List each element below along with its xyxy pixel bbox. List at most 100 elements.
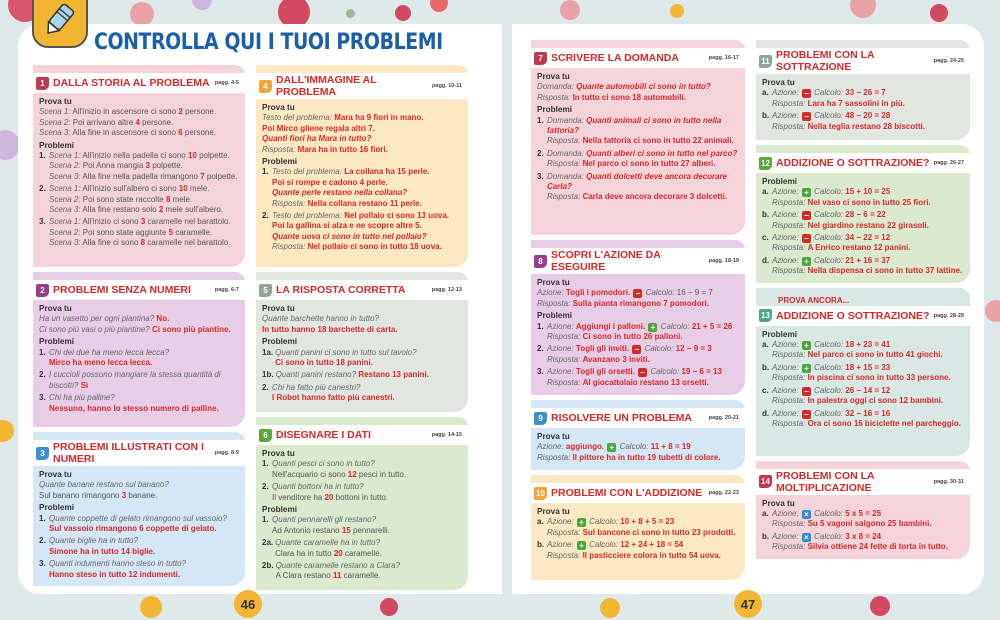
text-segment: Azione:: [772, 111, 801, 121]
minus-icon: −: [801, 89, 811, 99]
answer-line: Ci sono in tutto 18 panini.: [275, 358, 462, 368]
item-label: 2.: [262, 211, 269, 221]
answer-item: 3. Scena 1: All'inizio ci sono 3 caramell…: [39, 217, 239, 248]
item-content: Quante biglie ha in tutto? Simone ha in t…: [49, 536, 239, 557]
answer-line: Scena 1: All'inizio ci sono 3 caramelle …: [49, 217, 239, 227]
answer-line: Ci sono più vasi o più piantine? Ci sono…: [39, 325, 239, 335]
item-content: Scena 1: All'inizio ci sono 3 caramelle …: [49, 217, 239, 248]
block-heading: Prova tu: [762, 498, 795, 508]
text-segment: Calcolo:: [643, 288, 677, 298]
text-segment: Domanda:: [547, 115, 587, 125]
section-title: PROBLEMI ILLUSTRATI CON I NUMERI: [53, 441, 204, 465]
item-content: Chi ha fatto più canestri? I Robot hanno …: [272, 383, 462, 404]
answer-line: Azione: + Calcolo: 10 + 8 + 5 = 23: [547, 517, 739, 528]
answer-item: 1. Domanda: Quanti animali ci sono in tut…: [537, 116, 739, 147]
section-header: 2 PROBLEMI SENZA NUMERI pagg. 6-7: [33, 280, 245, 300]
text-segment: 18 + 15 = 33: [845, 362, 891, 372]
block-heading: Problemi: [537, 311, 573, 321]
text-segment: Azione:: [772, 385, 801, 395]
block-heading: Problemi: [262, 505, 298, 515]
text-segment: 8: [165, 194, 171, 204]
text-segment: Calcolo:: [648, 367, 682, 377]
item-label: 1.: [39, 151, 46, 161]
text-segment: Nessuno, hanno lo stesso numero di palli…: [49, 403, 219, 413]
item-content: Azione: Togli i pomodori. − Calcolo: 16 …: [537, 288, 739, 309]
text-segment: 4: [135, 117, 140, 127]
answer-line: Poi si rompe e cadono 4 perle.: [272, 178, 462, 188]
item-label: 1a.: [262, 347, 274, 357]
decorative-dot: [870, 596, 890, 616]
text-segment: Alla fine in ascensore ci sono: [70, 128, 179, 138]
text-segment: Sulla pianta rimangono 7 pomodori.: [572, 298, 710, 308]
section-9: 9 RISOLVERE UN PROBLEMA pagg. 20-21 Prova t…: [531, 400, 745, 470]
plus-icon: +: [576, 541, 586, 551]
text-segment: Alla fine restano solo: [80, 205, 159, 215]
section-13: PROVA ANCORA... 13 ADDIZIONE O SOTTRAZIONE…: [756, 287, 970, 456]
text-segment: Risposta:: [262, 144, 298, 154]
text-segment: polpette.: [149, 161, 183, 171]
item-label: 1.: [262, 515, 269, 525]
answer-line: Quante perle restano nella collana?: [272, 188, 462, 198]
text-segment: Quanti panini restano?: [275, 370, 359, 380]
text-segment: 20: [333, 548, 343, 558]
answer-line: Quanti fiori ha Mara in tutto?: [262, 134, 462, 144]
text-segment: 3 x 8 = 24: [845, 531, 882, 541]
section-header: 8 SCOPRI L'AZIONE DA ESEGUIRE pagg. 18-19: [531, 248, 745, 274]
section-header: 10 PROBLEMI CON L'ADDIZIONE pagg. 22-23: [531, 483, 745, 503]
answer-line: Azione: aggiungo. + Calcolo: 11 + 8 = 19: [537, 442, 739, 453]
item-label: 3.: [39, 217, 46, 227]
answer-line: I cuccioli possono mangiare la stessa qu…: [49, 370, 239, 391]
answer-line: Risposta: Avanzano 3 inviti.: [547, 355, 739, 365]
text-segment: Al giocattolaio restano 13 orsetti.: [582, 377, 709, 387]
text-segment: Calcolo:: [811, 111, 846, 121]
text-segment: All'inizio in ascensore ci sono: [70, 107, 179, 117]
section-8: 8 SCOPRI L'AZIONE DA ESEGUIRE pagg. 18-19 P…: [531, 240, 745, 395]
section-2: 2 PROBLEMI SENZA NUMERI pagg. 6-7 Prova tu H…: [33, 272, 245, 427]
section-body: Prova tu Testo del problema: Mara ha 9 fi…: [256, 99, 468, 253]
section-number-badge: 14: [759, 475, 772, 489]
item-content: Azione: − Calcolo: 34 − 22 = 12 Risposta:…: [772, 233, 964, 254]
text-segment: Scena 3:: [49, 205, 81, 215]
item-label: a.: [762, 187, 769, 197]
answer-line: Azione: − Calcolo: 34 − 22 = 12: [772, 233, 964, 244]
answer-line: Simone ha in tutto 14 biglie.: [49, 547, 239, 557]
text-segment: Domanda:: [547, 171, 587, 181]
item-content: Testo del problema: La collana ha 15 per…: [272, 167, 462, 209]
text-segment: 2: [178, 107, 183, 117]
answer-line: Domanda: Quanti alberi ci sono in tutto …: [547, 149, 739, 159]
section-title: PROBLEMI CON LA MOLTIPLICAZIONE: [776, 469, 875, 494]
item-content: Azione: + Calcolo: 10 + 8 + 5 = 23 Rispos…: [547, 517, 739, 538]
item-content: Quante caramelle ha in tutto? Clara ha in…: [275, 538, 462, 559]
answer-line: Domanda: Quante automobili ci sono in tu…: [537, 82, 739, 92]
item-label: a.: [762, 88, 769, 98]
text-segment: Risposta:: [547, 136, 583, 146]
decorative-dot: [140, 596, 162, 618]
text-segment: Mara ha in tutto 16 fiori.: [297, 144, 388, 154]
text-segment: Azione:: [772, 210, 801, 220]
answer-item: 2. Quante biglie ha in tutto? Simone ha in…: [39, 536, 239, 557]
answer-line: Quante caramelle ha in tutto?: [275, 538, 462, 548]
page-reference: pagg. 26-27: [933, 160, 964, 166]
minus-icon: −: [638, 368, 648, 378]
section-kicker: PROVA ANCORA...: [778, 295, 850, 305]
text-segment: A Enrico restano 12 panini.: [807, 243, 911, 253]
item-label: 1b.: [262, 370, 274, 380]
answer-item: 2. Quanti bottoni ha in tutto? Il venditor…: [262, 482, 462, 503]
item-label: 2b.: [262, 561, 274, 571]
answer-line: Azione: − Calcolo: 26 − 14 = 12: [772, 386, 964, 396]
text-segment: Azione:: [537, 288, 566, 298]
answer-item: c. Azione: − Calcolo: 26 − 14 = 12 Rispost…: [762, 386, 964, 407]
text-segment: Risposta:: [772, 220, 808, 230]
text-segment: Silvia ottiene 24 fette di torta in tutt…: [807, 542, 949, 552]
section-number-badge: 5: [259, 283, 272, 297]
pencil-icon: [47, 3, 75, 34]
text-segment: Nella collana restano 11 perle.: [307, 198, 422, 208]
text-segment: Simone ha in tutto 14 biglie.: [49, 546, 156, 556]
answer-line: Azione: + Calcolo: 18 + 23 = 41: [772, 340, 964, 351]
answer-item: 2b. Quante caramelle restano a Clara? A Cl…: [262, 561, 462, 582]
text-segment: Poi Mirco gliene regala altri 7.: [262, 123, 375, 133]
minus-icon: −: [801, 211, 811, 221]
answer-line: Chi dei due ha meno lecca lecca?: [49, 348, 239, 358]
answer-item: a. Azione: + Calcolo: 18 + 23 = 41 Rispost…: [762, 340, 964, 361]
item-content: Chi dei due ha meno lecca lecca? Mirco ha…: [49, 348, 239, 369]
